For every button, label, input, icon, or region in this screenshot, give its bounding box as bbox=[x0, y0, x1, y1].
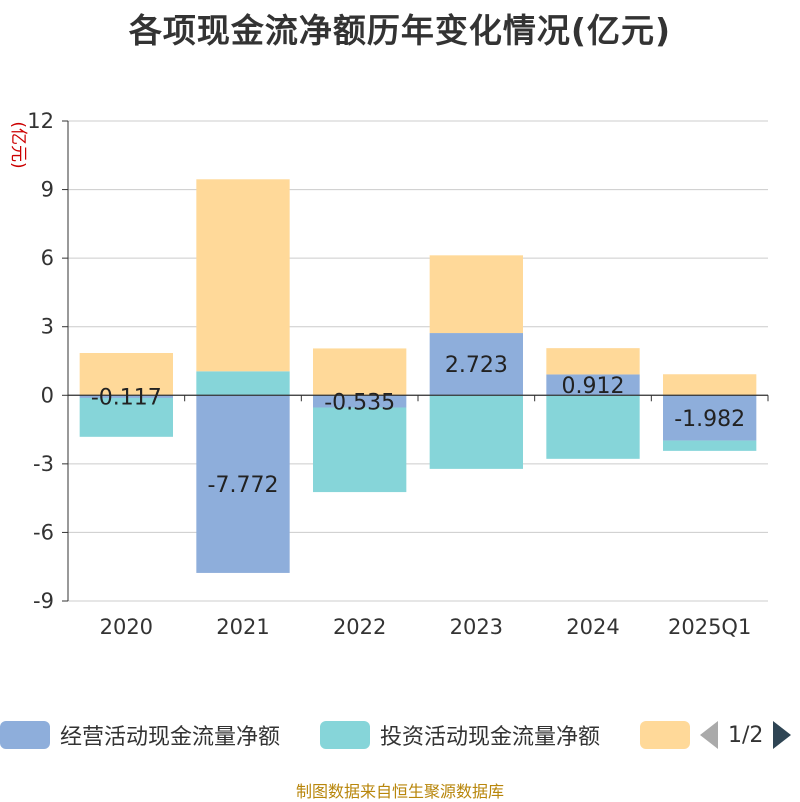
y-tick-label: 0 bbox=[41, 383, 54, 407]
data-source-note: 制图数据来自恒生聚源数据库 bbox=[295, 782, 504, 801]
bar-1-2021 bbox=[196, 395, 290, 573]
y-tick-label: 12 bbox=[27, 109, 54, 133]
y-tick-label: 9 bbox=[41, 178, 54, 202]
bar-3-2025Q1 bbox=[663, 374, 757, 396]
legend-pager: 1/2 bbox=[700, 716, 792, 754]
bar-3-2021 bbox=[196, 179, 290, 372]
data-label: -7.772 bbox=[208, 473, 279, 498]
data-label: -0.117 bbox=[91, 386, 162, 411]
bar-2-2020 bbox=[79, 397, 173, 437]
y-tick-label: -6 bbox=[33, 520, 54, 544]
legend-item[interactable]: 投资活动现金流量净额 bbox=[320, 716, 600, 754]
legend-label: 经营活动现金流量净额 bbox=[60, 725, 281, 750]
legend-swatch bbox=[0, 721, 50, 749]
x-tick-label: 2022 bbox=[333, 615, 386, 639]
x-tick-label: 2023 bbox=[450, 615, 503, 639]
bar-3-2020 bbox=[79, 353, 173, 396]
bar-1-2023 bbox=[429, 333, 523, 396]
bar-1-2025Q1 bbox=[663, 395, 757, 441]
bar-1-2024 bbox=[546, 374, 640, 396]
x-tick-label: 2020 bbox=[100, 615, 153, 639]
x-tick-label: 2021 bbox=[216, 615, 269, 639]
bar-2-2022 bbox=[313, 407, 407, 493]
bar-1-2020 bbox=[79, 395, 173, 398]
y-tick-label: 6 bbox=[41, 246, 54, 270]
bar-3-2022 bbox=[313, 348, 407, 396]
y-tick-label: -3 bbox=[33, 452, 54, 476]
data-label: -0.535 bbox=[324, 390, 395, 415]
legend-item[interactable] bbox=[640, 716, 690, 754]
legend-swatch bbox=[320, 721, 370, 749]
legend-item[interactable]: 经营活动现金流量净额 bbox=[0, 716, 280, 754]
bar-3-2024 bbox=[546, 348, 640, 375]
chart-title: 各项现金流净额历年变化情况(亿元) bbox=[128, 11, 672, 50]
x-tick-label: 2025Q1 bbox=[668, 615, 751, 639]
y-axis-unit-label: (亿元) bbox=[8, 121, 28, 168]
pager-page-text: 1/2 bbox=[728, 722, 764, 748]
bar-3-2023 bbox=[429, 255, 523, 334]
bar-2-2021 bbox=[196, 371, 290, 396]
pager-prev-icon[interactable] bbox=[700, 721, 718, 749]
legend: 经营活动现金流量净额 投资活动现金流量净额 bbox=[0, 716, 800, 754]
bar-1-2022 bbox=[313, 395, 407, 408]
y-tick-label: 3 bbox=[41, 315, 54, 339]
legend-label: 投资活动现金流量净额 bbox=[380, 725, 601, 750]
data-label: -1.982 bbox=[674, 407, 745, 432]
y-tick-label: -9 bbox=[33, 589, 54, 613]
pager-next-icon[interactable] bbox=[773, 721, 792, 749]
data-label: 0.912 bbox=[562, 374, 625, 399]
legend-swatch bbox=[640, 721, 690, 749]
data-label: 2.723 bbox=[445, 353, 508, 378]
bar-2-2025Q1 bbox=[663, 440, 757, 451]
bar-2-2024 bbox=[546, 395, 640, 459]
x-tick-label: 2024 bbox=[566, 615, 619, 639]
bar-2-2023 bbox=[429, 395, 523, 469]
